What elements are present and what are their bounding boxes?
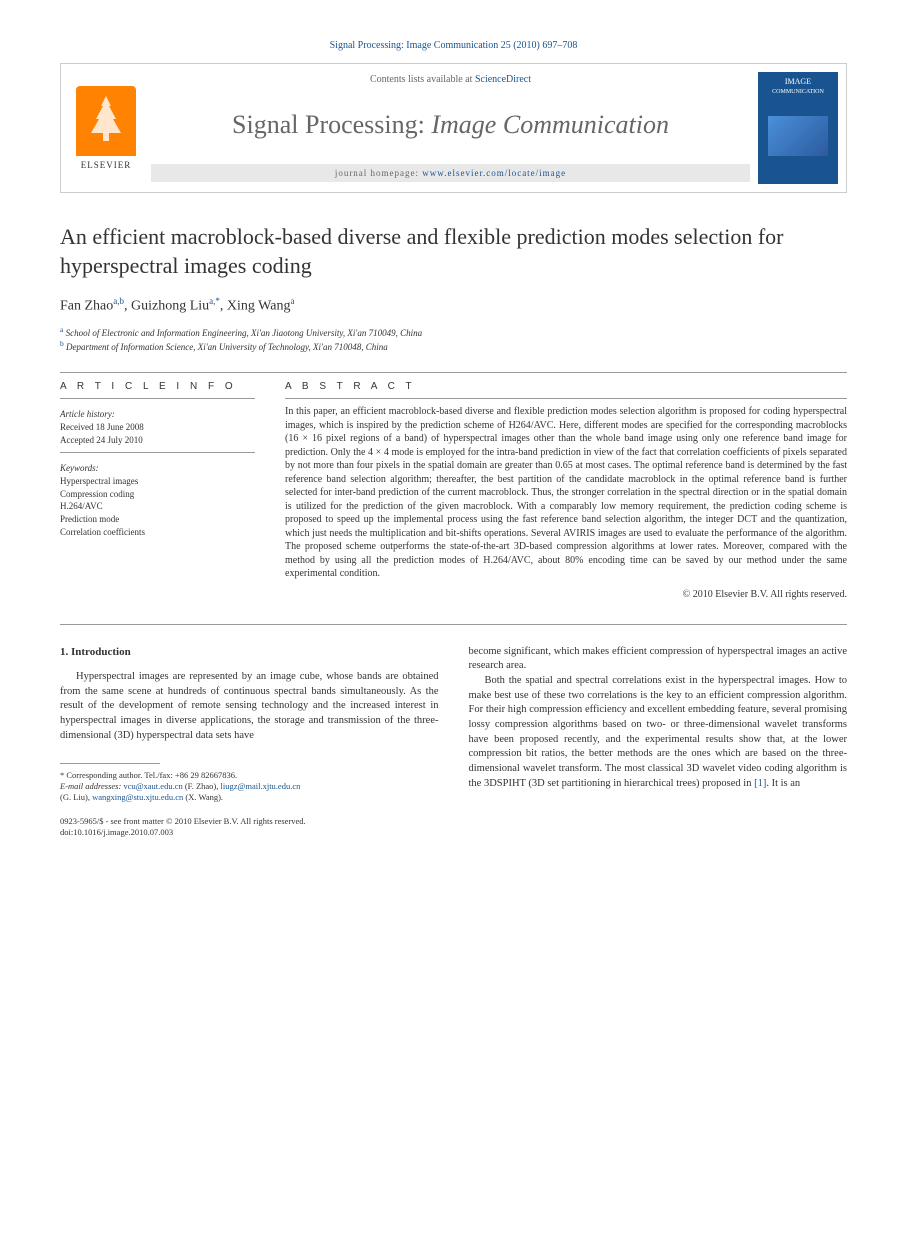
author-sep-1: , Guizhong Liu — [124, 299, 209, 314]
article-title: An efficient macroblock-based diverse an… — [60, 223, 847, 280]
abstract-copyright: © 2010 Elsevier B.V. All rights reserved… — [285, 589, 847, 600]
body-paragraph: Hyperspectral images are represented by … — [60, 670, 439, 743]
footnote-separator — [60, 763, 160, 764]
keyword: Prediction mode — [60, 513, 255, 526]
contents-prefix: Contents lists available at — [370, 74, 475, 85]
contents-line: Contents lists available at ScienceDirec… — [151, 74, 750, 85]
email-link[interactable]: liugz@mail.xjtu.edu.cn — [221, 781, 301, 791]
email-addresses: E-mail addresses: vcu@xaut.edu.cn (F. Zh… — [60, 781, 439, 803]
affil-link[interactable]: a,b — [113, 296, 124, 306]
journal-name: Signal Processing: Image Communication — [151, 110, 750, 140]
author-1: Fan Zhao — [60, 299, 113, 314]
keyword: H.264/AVC — [60, 500, 255, 513]
header-center: Contents lists available at ScienceDirec… — [151, 64, 750, 192]
section-number: 1. — [60, 646, 68, 658]
journal-header-box: ELSEVIER Contents lists available at Sci… — [60, 63, 847, 193]
keyword: Correlation coefficients — [60, 526, 255, 539]
article-info: A R T I C L E I N F O Article history: R… — [60, 381, 255, 600]
email-who: (F. Zhao), — [183, 781, 221, 791]
abstract-divider — [285, 398, 847, 399]
cover-title: IMAGE COMMUNICATION — [772, 78, 824, 96]
email-who: (X. Wang). — [183, 792, 223, 802]
abstract-heading: A B S T R A C T — [285, 381, 847, 392]
journal-cover-thumbnail: IMAGE COMMUNICATION — [758, 72, 838, 184]
body-paragraph: become significant, which makes efficien… — [469, 645, 848, 674]
running-head: Signal Processing: Image Communication 2… — [60, 40, 847, 51]
journal-name-part2: Image Communication — [431, 110, 669, 139]
info-divider — [60, 452, 255, 453]
body-column-right: become significant, which makes efficien… — [469, 645, 848, 840]
affiliation-b: b Department of Information Science, Xi'… — [60, 339, 847, 354]
email-link[interactable]: vcu@xaut.edu.cn — [123, 781, 182, 791]
affiliations: a School of Electronic and Information E… — [60, 325, 847, 354]
abstract-column: A B S T R A C T In this paper, an effici… — [285, 381, 847, 600]
email-link[interactable]: wangxing@stu.xjtu.edu.cn — [92, 792, 183, 802]
author-3-affil: a — [290, 296, 294, 306]
section-title: Introduction — [71, 646, 131, 658]
sciencedirect-link[interactable]: ScienceDirect — [475, 74, 531, 85]
article-info-heading: A R T I C L E I N F O — [60, 381, 255, 392]
body-columns: 1. Introduction Hyperspectral images are… — [60, 645, 847, 840]
email-label: E-mail addresses: — [60, 781, 121, 791]
history-label: Article history: — [60, 409, 255, 419]
affil-link[interactable]: a — [290, 296, 294, 306]
doi-line: doi:10.1016/j.image.2010.07.003 — [60, 827, 439, 839]
elsevier-label: ELSEVIER — [81, 160, 132, 170]
author-1-affil: a,b — [113, 296, 124, 306]
body-paragraph: Both the spatial and spectral correlatio… — [469, 674, 848, 792]
cover-sublabel: COMMUNICATION — [772, 89, 824, 95]
keywords-label: Keywords: — [60, 463, 255, 473]
keyword: Hyperspectral images — [60, 475, 255, 488]
affiliation-a-text: School of Electronic and Information Eng… — [66, 328, 422, 338]
info-abstract-row: A R T I C L E I N F O Article history: R… — [60, 381, 847, 600]
authors-line: Fan Zhaoa,b, Guizhong Liua,*, Xing Wanga — [60, 296, 847, 315]
author-2-affil: a,* — [209, 296, 220, 306]
author-sep-2: , Xing Wang — [220, 299, 291, 314]
copyright-footer: 0923-5965/$ - see front matter © 2010 El… — [60, 816, 439, 840]
cover-label: IMAGE — [785, 77, 811, 86]
section-heading: 1. Introduction — [60, 645, 439, 660]
reference-link[interactable]: [1] — [754, 778, 766, 789]
footnotes: * Corresponding author. Tel./fax: +86 29… — [60, 770, 439, 803]
cover-image-placeholder — [768, 116, 828, 156]
journal-name-part1: Signal Processing: — [232, 110, 431, 139]
divider — [60, 624, 847, 625]
divider — [60, 372, 847, 373]
affiliation-b-text: Department of Information Science, Xi'an… — [66, 342, 388, 352]
homepage-prefix: journal homepage: — [335, 168, 422, 178]
abstract-text: In this paper, an efficient macroblock-b… — [285, 405, 847, 581]
keyword: Compression coding — [60, 488, 255, 501]
elsevier-tree-icon — [76, 86, 136, 156]
email-who: (G. Liu), — [60, 792, 92, 802]
homepage-line: journal homepage: www.elsevier.com/locat… — [151, 164, 750, 182]
received-date: Received 18 June 2008 — [60, 421, 255, 434]
elsevier-logo: ELSEVIER — [61, 64, 151, 192]
body-column-left: 1. Introduction Hyperspectral images are… — [60, 645, 439, 840]
corresponding-author-note: * Corresponding author. Tel./fax: +86 29… — [60, 770, 439, 781]
body-text: . It is an — [766, 778, 800, 789]
body-text: Both the spatial and spectral correlatio… — [469, 675, 848, 789]
front-matter-line: 0923-5965/$ - see front matter © 2010 El… — [60, 816, 439, 828]
homepage-link[interactable]: www.elsevier.com/locate/image — [422, 168, 566, 178]
accepted-date: Accepted 24 July 2010 — [60, 434, 255, 447]
affiliation-a: a School of Electronic and Information E… — [60, 325, 847, 340]
info-divider — [60, 398, 255, 399]
